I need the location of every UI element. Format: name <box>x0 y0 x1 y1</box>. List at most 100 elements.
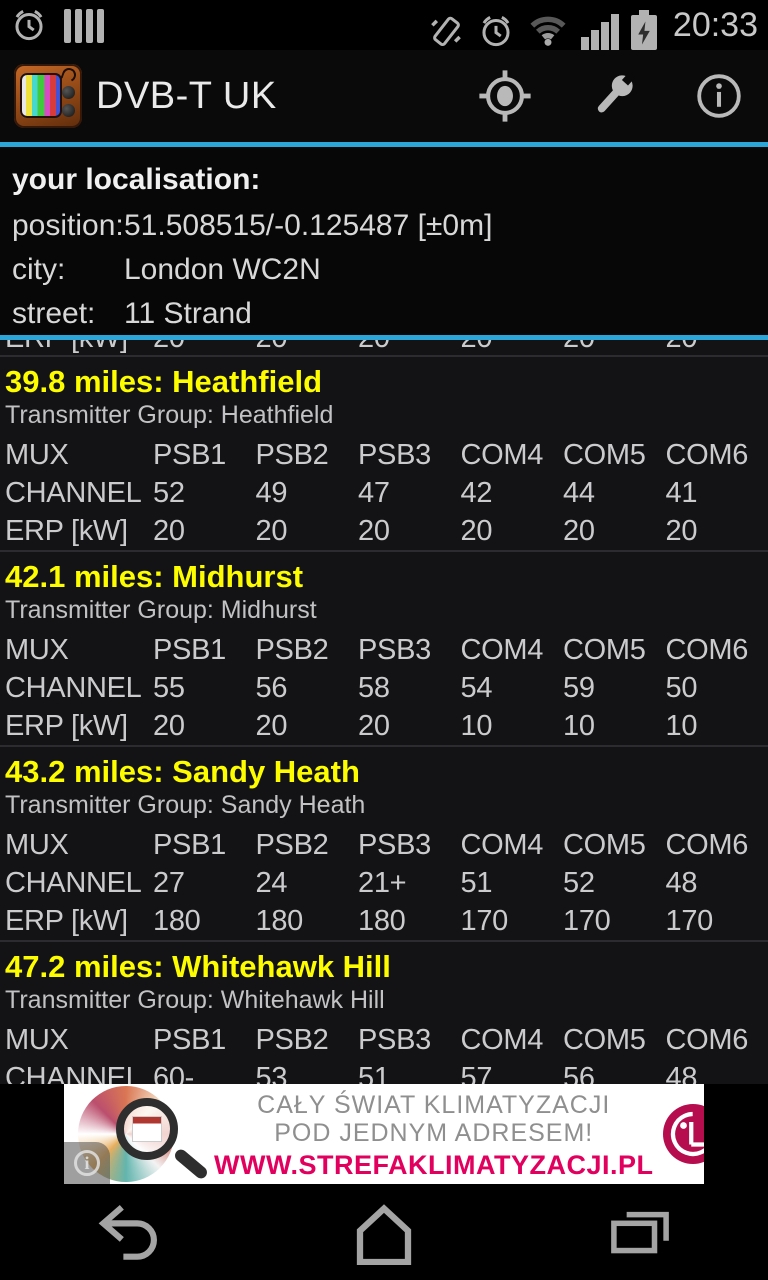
cell: PSB2 <box>255 1023 329 1056</box>
wifi-icon <box>527 10 569 50</box>
cell: 58 <box>358 671 390 704</box>
cell: 41 <box>665 476 698 509</box>
cell: 180 <box>358 904 406 937</box>
cell: 20 <box>358 514 390 547</box>
cell: 20 <box>358 340 461 355</box>
row-label: city: <box>12 253 66 286</box>
row-label: street: <box>12 297 96 330</box>
localisation-heading: your localisation: <box>12 163 261 196</box>
back-button[interactable] <box>0 1184 256 1280</box>
row-label: position: <box>12 209 124 242</box>
transmitter-section[interactable]: 47.2 miles: Whitehawk Hill Transmitter G… <box>0 942 768 1085</box>
channel-row: CHANNEL 60- 53 51 57 56 48 <box>0 1059 768 1085</box>
cell: 170 <box>460 904 509 937</box>
erp-row: ERP [kW] 20 20 20 20 20 20 <box>0 512 768 550</box>
cell: 44 <box>563 476 595 509</box>
cell: 20 <box>255 514 288 547</box>
alarm-icon <box>477 12 515 50</box>
ad-line2: POD JEDNYM ADRESEM! <box>274 1119 594 1148</box>
cell: PSB2 <box>255 828 329 861</box>
transmitter-group-line: Transmitter Group: Midhurst <box>5 596 317 624</box>
cell: 170 <box>563 904 611 937</box>
recents-icon <box>605 1203 675 1261</box>
row-label: ERP [kW] <box>5 904 128 937</box>
transmitter-distance-title: 39.8 miles: Heathfield <box>5 364 323 399</box>
transmitter-section[interactable]: 42.1 miles: Midhurst Transmitter Group: … <box>0 552 768 747</box>
cell: PSB2 <box>255 438 329 471</box>
cell: 10 <box>460 709 493 742</box>
info-icon[interactable] <box>692 69 746 123</box>
ad-info-overlay[interactable]: i <box>64 1142 110 1184</box>
cell: 20 <box>460 514 493 547</box>
cell: 48 <box>665 866 698 899</box>
wrench-icon[interactable] <box>584 67 642 125</box>
cell: 20 <box>461 340 564 355</box>
cell: 24 <box>255 866 288 899</box>
row-label: ERP [kW] <box>5 709 128 742</box>
alarm-icon <box>10 6 48 44</box>
cell: 20 <box>153 340 256 355</box>
cell: 180 <box>255 904 304 937</box>
erp-row: ERP [kW] 180 180 180 170 170 170 <box>0 902 768 940</box>
navigation-bar <box>0 1184 768 1280</box>
row-label: CHANNEL <box>5 866 142 899</box>
ad-brand-block: LG Life's Good <box>653 1104 704 1164</box>
row-label: MUX <box>5 438 69 471</box>
row-label: MUX <box>5 828 69 861</box>
transmitter-section[interactable]: 43.2 miles: Sandy Heath Transmitter Grou… <box>0 747 768 942</box>
signal-icon <box>580 12 619 50</box>
cell: 20 <box>153 514 185 547</box>
status-bar-left <box>10 6 104 44</box>
status-bar-right: 20:33 <box>427 0 758 50</box>
cell: PSB3 <box>358 633 431 666</box>
cell: 10 <box>665 709 698 742</box>
cell: COM6 <box>665 1023 749 1056</box>
transmitter-section[interactable]: 39.8 miles: Heathfield Transmitter Group… <box>0 357 768 552</box>
recents-button[interactable] <box>512 1184 768 1280</box>
cell: 20 <box>563 340 666 355</box>
cell: PSB1 <box>153 438 226 471</box>
cell: PSB1 <box>153 828 226 861</box>
cell: 10 <box>563 709 595 742</box>
cell: 20 <box>256 340 359 355</box>
channel-row: CHANNEL 55 56 58 54 59 50 <box>0 669 768 707</box>
cell: 170 <box>665 904 714 937</box>
status-bar: 20:33 <box>0 0 768 50</box>
cell: 52 <box>563 866 595 899</box>
cell: 54 <box>460 671 493 704</box>
transmitter-distance-title: 47.2 miles: Whitehawk Hill <box>5 949 391 984</box>
transmitter-group-line: Transmitter Group: Whitehawk Hill <box>5 986 385 1014</box>
home-button[interactable] <box>256 1184 512 1280</box>
lg-logo-icon <box>663 1104 704 1164</box>
app-title: DVB-T UK <box>96 74 277 117</box>
cell: COM5 <box>563 633 646 666</box>
transmitter-sections: 39.8 miles: Heathfield Transmitter Group… <box>0 357 768 1084</box>
row-label: MUX <box>5 633 69 666</box>
cell: COM6 <box>665 633 749 666</box>
row-label: MUX <box>5 1023 69 1056</box>
locate-icon[interactable] <box>476 67 534 125</box>
magnifier-icon <box>116 1098 178 1160</box>
cell: 48 <box>665 1061 698 1085</box>
cell: 47 <box>358 476 390 509</box>
localisation-panel: your localisation: position: 51.508515/-… <box>0 147 768 340</box>
transmitter-group-line: Transmitter Group: Heathfield <box>5 401 334 429</box>
mux-row: MUX PSB1 PSB2 PSB3 COM4 COM5 COM6 <box>0 436 768 474</box>
row-label: ERP [kW] <box>5 514 128 547</box>
cell: 60- <box>153 1061 195 1085</box>
cell: 50 <box>665 671 698 704</box>
cell: COM4 <box>460 828 544 861</box>
mux-row: MUX PSB1 PSB2 PSB3 COM4 COM5 COM6 <box>0 826 768 864</box>
cell: 57 <box>460 1061 493 1085</box>
ad-banner[interactable]: CAŁY ŚWIAT KLIMATYZACJI POD JEDNYM ADRES… <box>64 1084 704 1184</box>
row-value: 11 Strand <box>124 297 252 330</box>
cell: PSB3 <box>358 438 431 471</box>
ad-info-icon: i <box>74 1150 100 1176</box>
cell: 20 <box>563 514 595 547</box>
ad-url: WWW.STREFAKLIMATYZACJI.PL <box>214 1150 654 1181</box>
cell: PSB3 <box>358 828 431 861</box>
cell: 53 <box>255 1061 288 1085</box>
cell: 49 <box>255 476 288 509</box>
cell: 56 <box>563 1061 595 1085</box>
notification-bars-icon <box>64 7 104 43</box>
